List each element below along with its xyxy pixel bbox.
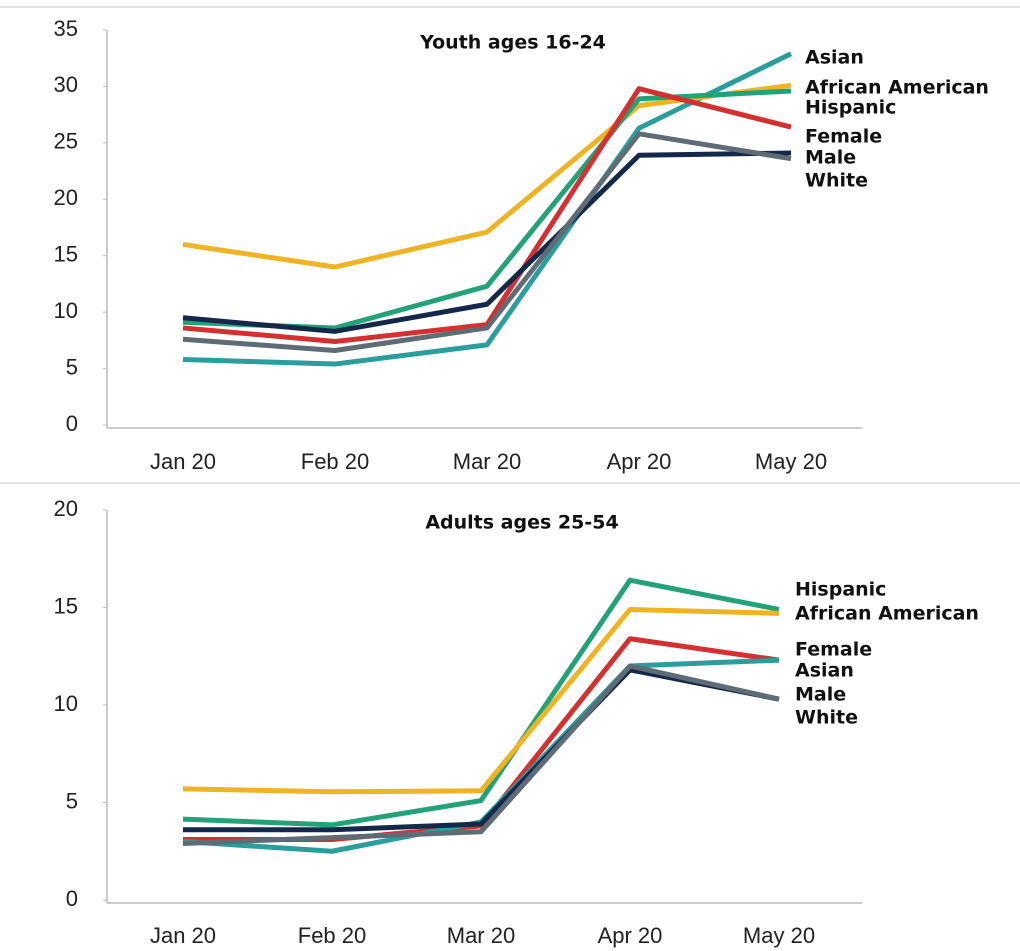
- series-label: White: [805, 170, 868, 192]
- series-label: Female: [805, 126, 882, 148]
- series-label: Asian: [795, 660, 854, 682]
- x-tick-label: Mar 20: [453, 449, 521, 474]
- y-tick-label: 0: [66, 411, 78, 436]
- series-label: Male: [805, 147, 856, 169]
- series-line: [182, 88, 792, 331]
- series-line: [182, 577, 780, 828]
- x-tick-label: Feb 20: [298, 923, 367, 948]
- x-tick-label: May 20: [755, 449, 827, 474]
- chart-title: Youth ages 16-24: [419, 32, 606, 54]
- y-tick-label: 5: [66, 354, 78, 379]
- y-tick-label: 10: [54, 691, 78, 716]
- y-tick-label: 20: [54, 496, 78, 521]
- x-tick-label: Apr 20: [598, 923, 663, 948]
- y-tick-label: 15: [54, 593, 78, 618]
- series-line: [182, 663, 780, 846]
- series-label: Asian: [805, 47, 864, 69]
- x-tick-label: Jan 20: [150, 923, 216, 948]
- series-line: [182, 131, 792, 354]
- x-tick-label: Mar 20: [447, 923, 515, 948]
- series-line: [183, 667, 780, 833]
- series-label: Hispanic: [805, 97, 896, 119]
- x-tick-label: Apr 20: [607, 449, 672, 474]
- y-tick-label: 15: [54, 242, 78, 267]
- series-line: [182, 51, 793, 367]
- y-tick-label: 10: [54, 298, 78, 323]
- series-label: African American: [795, 603, 979, 625]
- series-line: [182, 150, 792, 334]
- series-label: White: [795, 707, 858, 729]
- series-label: Male: [795, 684, 846, 706]
- series-line: [183, 636, 780, 843]
- y-tick-label: 35: [54, 16, 78, 41]
- y-tick-label: 20: [54, 185, 78, 210]
- y-tick-label: 25: [54, 129, 78, 154]
- y-tick-label: 5: [66, 788, 78, 813]
- series-label: Hispanic: [795, 579, 886, 601]
- x-tick-label: May 20: [743, 923, 815, 948]
- x-tick-label: Feb 20: [301, 449, 370, 474]
- x-tick-label: Jan 20: [150, 449, 216, 474]
- chart-title: Adults ages 25-54: [425, 512, 618, 534]
- series-line: [182, 82, 792, 270]
- y-tick-label: 30: [54, 72, 78, 97]
- series-label: Female: [795, 639, 872, 661]
- series-line: [182, 606, 780, 795]
- series-label: African American: [805, 77, 989, 99]
- y-tick-label: 0: [66, 886, 78, 911]
